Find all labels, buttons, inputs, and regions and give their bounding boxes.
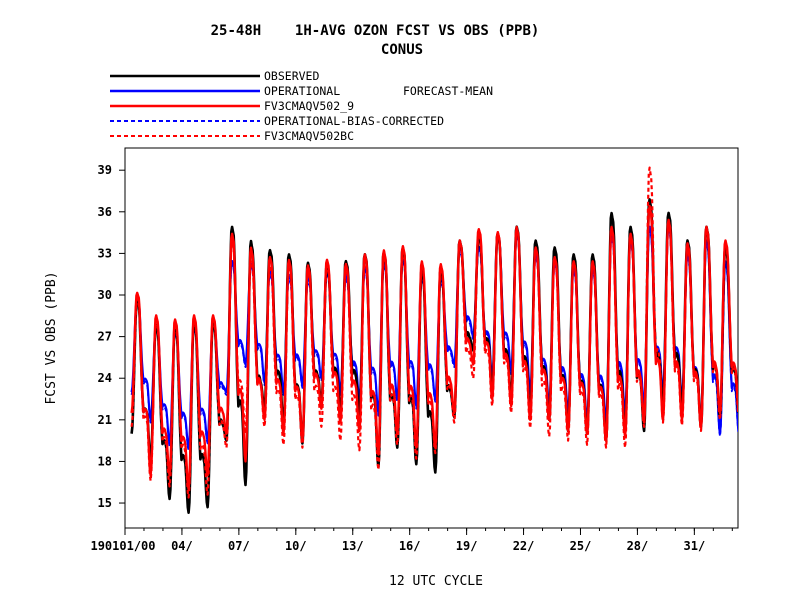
legend-label: OPERATIONAL xyxy=(264,84,340,98)
y-tick-label: 33 xyxy=(98,246,112,260)
plot-area xyxy=(124,147,739,529)
chart-title: 25-48H 1H-AVG OZON FCST VS OBS (PPB) xyxy=(211,23,540,39)
chart-subtitle: CONUS xyxy=(381,42,423,58)
x-tick-label: 25/ xyxy=(570,539,592,553)
x-tick-label: 19/ xyxy=(456,539,478,553)
x-tick-label: 10/ xyxy=(285,539,307,553)
x-tick-label: 16/ xyxy=(399,539,421,553)
y-tick-label: 18 xyxy=(98,454,112,468)
x-tick-label: 190101/00 xyxy=(90,539,155,553)
y-axis-label: FCST VS OBS (PPB) xyxy=(44,271,59,404)
legend-label: FV3CMAQV502_9 xyxy=(264,99,354,113)
x-axis: 190101/00 04/07/10/13/16/19/22/25/28/31/ xyxy=(90,528,733,553)
y-tick-label: 36 xyxy=(98,205,112,219)
x-tick-label: 04/ xyxy=(171,539,193,553)
y-tick-label: 30 xyxy=(98,288,112,302)
legend-label: FV3CMAQV502BC xyxy=(264,129,354,143)
x-tick-label: 13/ xyxy=(342,539,364,553)
series-line-fv3cmaqv502-9 xyxy=(130,204,738,491)
x-tick-label: 31/ xyxy=(684,539,706,553)
y-tick-label: 39 xyxy=(98,163,112,177)
y-tick-label: 27 xyxy=(98,330,112,344)
y-axis: 15 18 21 24 27 30 33 36 39 xyxy=(98,163,125,510)
x-tick-label: 28/ xyxy=(627,539,649,553)
legend-label: OPERATIONAL-BIAS-CORRECTED xyxy=(264,114,444,128)
x-tick-label: 22/ xyxy=(513,539,535,553)
legend: OBSERVEDOPERATIONALFV3CMAQV502_9OPERATIO… xyxy=(110,69,444,143)
y-tick-label: 24 xyxy=(98,371,112,385)
forecast-mean-label: FORECAST-MEAN xyxy=(403,84,493,98)
x-tick-label: 07/ xyxy=(228,539,250,553)
y-tick-label: 21 xyxy=(98,413,112,427)
series-group xyxy=(130,166,738,515)
x-axis-label: 12 UTC CYCLE xyxy=(389,574,483,589)
legend-label: OBSERVED xyxy=(264,69,319,83)
y-tick-label: 15 xyxy=(98,496,112,510)
